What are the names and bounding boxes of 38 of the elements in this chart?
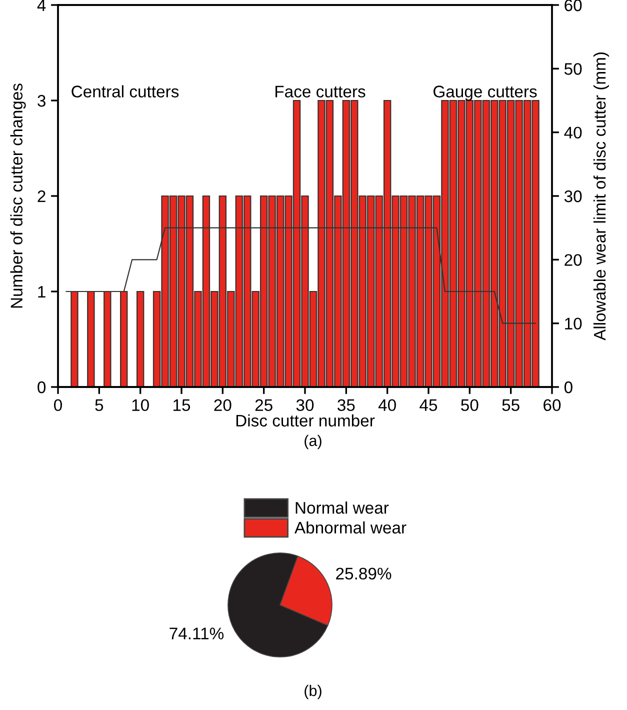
x-tick-label: 5 — [95, 399, 104, 412]
x-tick-label: 35 — [338, 399, 355, 412]
x-tick-label: 25 — [255, 399, 272, 412]
annotation: Central cutters — [72, 85, 179, 98]
text: (a) — [304, 434, 322, 450]
text: (b) — [304, 684, 322, 700]
y2-tick-label: 40 — [564, 126, 582, 139]
y2-tick-label: 20 — [564, 254, 582, 266]
y-tick-label: 3 — [38, 94, 46, 107]
y2-tick-label: 10 — [565, 318, 582, 330]
bar — [136, 290, 144, 387]
y2-tick-label: 50 — [564, 63, 582, 75]
x-tick-label: 40 — [378, 399, 396, 412]
legend-label: Abnormal wear — [294, 521, 406, 534]
x-tick-label: 30 — [296, 399, 314, 412]
pie-slice — [228, 552, 328, 658]
x-tick-label: 60 — [544, 399, 561, 412]
y-tick-label: 0 — [38, 381, 46, 394]
data-label: 74.11% — [170, 628, 224, 640]
x-tick-label: 15 — [174, 399, 190, 412]
data-label: 25.89% — [336, 568, 392, 580]
y-tick-label: 1 — [38, 286, 46, 298]
annotation: Face cutters — [276, 86, 366, 98]
x-tick-label: 10 — [132, 399, 149, 412]
annotation: Gauge cutters — [434, 86, 537, 101]
y-axis-title: Number of disc cutter changes — [10, 84, 26, 308]
x-axis-title: Disc cutter number — [236, 414, 375, 427]
x-tick-label: 55 — [502, 399, 520, 412]
y-tick-label: 2 — [38, 190, 46, 202]
y-tick-label: 4 — [37, 0, 46, 12]
y2-tick-label: 0 — [564, 381, 572, 394]
x-tick-label: 50 — [461, 399, 478, 412]
y2-tick-label: 30 — [564, 190, 582, 202]
x-tick-label: 20 — [214, 399, 232, 412]
x-tick-label: 45 — [420, 399, 438, 412]
x-tick-label: 0 — [54, 399, 62, 412]
legend-label: Normal wear — [296, 502, 389, 514]
y2-axis-title: Allowable wear limit of disc cutter (mm) — [593, 52, 609, 340]
